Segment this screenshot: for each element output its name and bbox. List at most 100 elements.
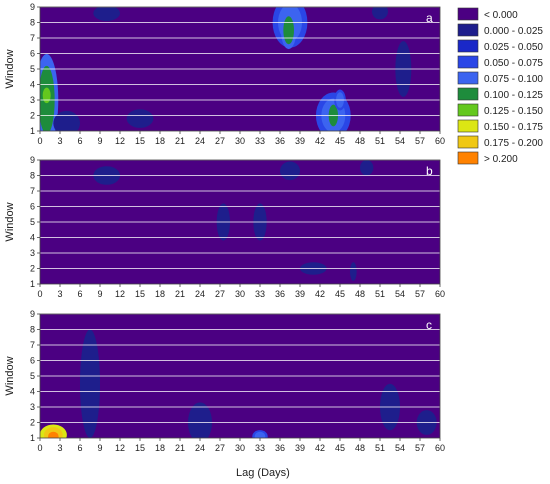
x-tick-label: 30 (235, 136, 245, 146)
x-tick-label: 51 (375, 289, 385, 299)
y-tick-label: 2 (30, 111, 35, 121)
x-tick-label: 15 (135, 136, 145, 146)
contour-region (254, 431, 266, 438)
x-tick-label: 0 (37, 289, 42, 299)
legend-swatch (457, 23, 479, 37)
y-axis-title: Window (4, 202, 16, 241)
y-axis-title: Window (4, 49, 16, 88)
x-tick-label: 21 (175, 443, 185, 453)
y-tick-label: 4 (30, 387, 35, 397)
x-tick-label: 6 (77, 136, 82, 146)
contour-region (42, 87, 51, 104)
legend-label: 0.050 - 0.075 (484, 58, 543, 69)
y-tick-label: 6 (30, 49, 35, 59)
x-tick-label: 36 (275, 443, 285, 453)
x-tick-label: 54 (395, 289, 405, 299)
x-tick-label: 12 (115, 289, 125, 299)
x-tick-label: 21 (175, 136, 185, 146)
contour-region (188, 402, 212, 438)
contour-region (48, 431, 59, 438)
legend-swatch (457, 55, 479, 69)
x-tick-label: 6 (77, 289, 82, 299)
x-tick-label: 48 (355, 443, 365, 453)
contour-region (360, 160, 374, 176)
x-tick-label: 0 (37, 443, 42, 453)
x-axis-title: Lag (Days) (236, 467, 290, 479)
x-tick-label: 3 (57, 443, 62, 453)
x-tick-label: 21 (175, 289, 185, 299)
legend-label: 0.000 - 0.025 (484, 26, 543, 37)
x-tick-label: 36 (275, 136, 285, 146)
y-tick-label: 5 (30, 64, 35, 74)
x-tick-label: 15 (135, 443, 145, 453)
x-tick-label: 12 (115, 443, 125, 453)
x-tick-label: 27 (215, 289, 225, 299)
y-tick-label: 9 (30, 2, 35, 12)
x-tick-label: 12 (115, 136, 125, 146)
x-tick-label: 15 (135, 289, 145, 299)
x-tick-label: 51 (375, 136, 385, 146)
y-tick-label: 2 (30, 418, 35, 428)
x-tick-label: 24 (195, 289, 205, 299)
x-tick-label: 54 (395, 443, 405, 453)
y-tick-label: 6 (30, 356, 35, 366)
y-tick-label: 3 (30, 402, 35, 412)
y-tick-label: 5 (30, 217, 35, 227)
legend-label: > 0.200 (484, 154, 518, 165)
legend-label: < 0.000 (484, 10, 518, 21)
y-tick-label: 3 (30, 248, 35, 258)
x-tick-label: 33 (255, 136, 265, 146)
legend-label: 0.100 - 0.125 (484, 90, 543, 101)
y-tick-label: 9 (30, 155, 35, 165)
x-tick-label: 30 (235, 443, 245, 453)
contour-region (93, 7, 120, 21)
x-tick-label: 45 (335, 289, 345, 299)
x-tick-label: 51 (375, 443, 385, 453)
x-tick-label: 45 (335, 136, 345, 146)
contour-region (126, 109, 154, 128)
y-tick-label: 7 (30, 186, 35, 196)
y-tick-label: 7 (30, 340, 35, 350)
y-tick-label: 7 (30, 33, 35, 43)
y-tick-label: 8 (30, 171, 35, 181)
x-tick-label: 24 (195, 136, 205, 146)
y-tick-label: 1 (30, 126, 35, 136)
x-tick-label: 39 (295, 136, 305, 146)
legend-label: 0.075 - 0.100 (484, 74, 543, 85)
x-tick-label: 30 (235, 289, 245, 299)
x-tick-label: 6 (77, 443, 82, 453)
legend-label: 0.025 - 0.050 (484, 42, 543, 53)
x-tick-label: 57 (415, 443, 425, 453)
x-tick-label: 3 (57, 289, 62, 299)
x-tick-label: 9 (97, 136, 102, 146)
x-tick-label: 42 (315, 289, 325, 299)
y-tick-label: 2 (30, 264, 35, 274)
x-tick-label: 60 (435, 443, 445, 453)
legend-swatch (457, 87, 479, 101)
x-tick-label: 18 (155, 289, 165, 299)
panel-label: c (426, 318, 432, 332)
legend: < 0.000 0.000 - 0.025 0.025 - 0.050 0.050 -… (457, 7, 543, 165)
y-tick-label: 6 (30, 202, 35, 212)
x-tick-label: 9 (97, 289, 102, 299)
x-tick-label: 42 (315, 443, 325, 453)
legend-label: 0.150 - 0.175 (484, 122, 543, 133)
x-tick-label: 45 (335, 443, 345, 453)
x-tick-label: 60 (435, 136, 445, 146)
x-tick-label: 18 (155, 443, 165, 453)
x-tick-label: 27 (215, 136, 225, 146)
contour-region (280, 161, 300, 181)
legend-swatch (457, 119, 479, 133)
y-tick-label: 8 (30, 18, 35, 28)
x-tick-label: 3 (57, 136, 62, 146)
x-tick-label: 24 (195, 443, 205, 453)
contour-region (80, 329, 100, 438)
x-tick-label: 42 (315, 136, 325, 146)
y-tick-label: 9 (30, 309, 35, 319)
x-tick-label: 33 (255, 443, 265, 453)
y-axis-title: Window (4, 356, 16, 395)
